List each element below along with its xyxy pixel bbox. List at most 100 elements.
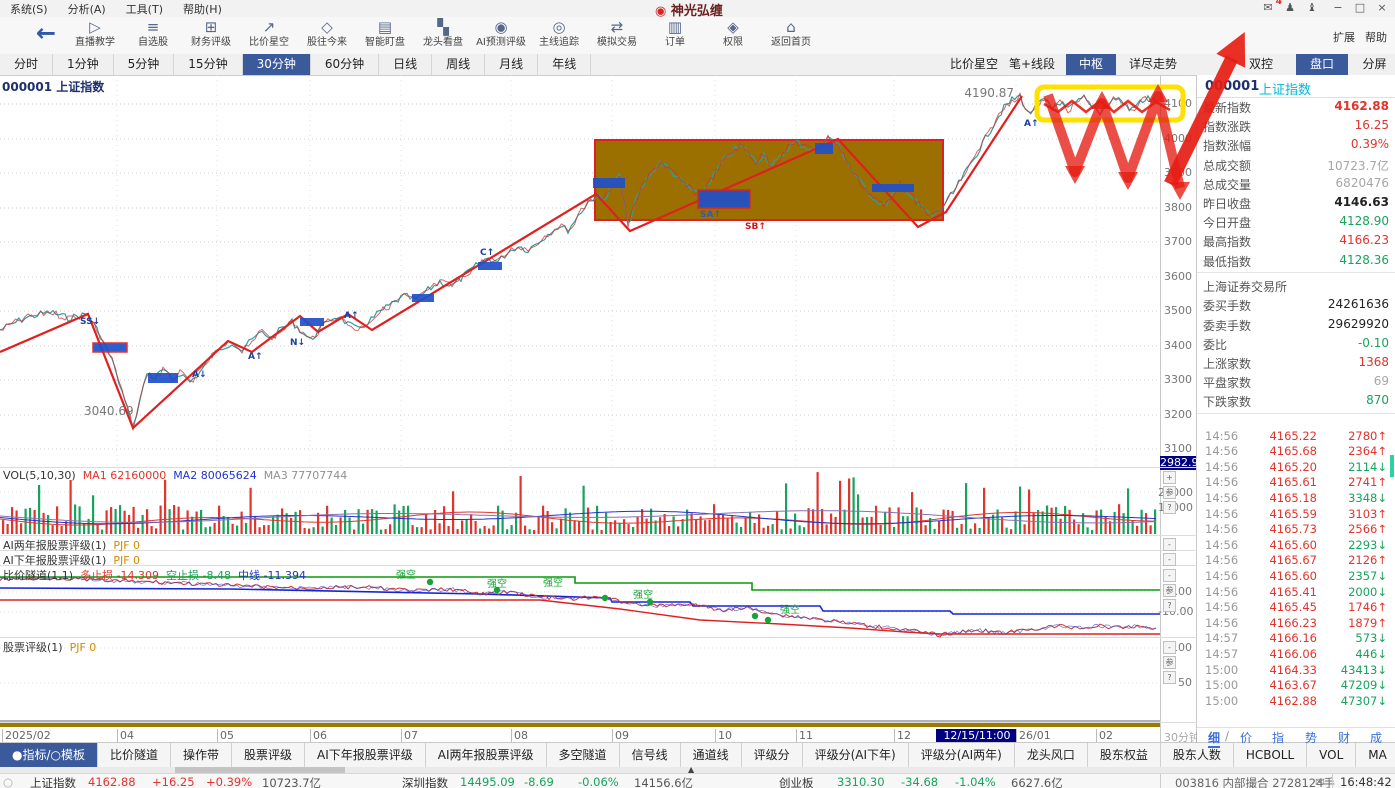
tick-row[interactable]: 14:56 4165.59 3103↑ — [1197, 507, 1395, 523]
mode-tab-盘口[interactable]: 盘口 — [1296, 54, 1348, 75]
toolbar-button-智能盯盘[interactable]: ▤ 智能盯盘 — [356, 18, 414, 49]
mode-tab-中枢[interactable]: 中枢 — [1066, 54, 1116, 75]
toolbar-button-主线追踪[interactable]: ◎ 主线追踪 — [530, 18, 588, 49]
toolbar-button-AI预测评级[interactable]: ◉ AI预测评级 — [472, 18, 530, 49]
indicator-tab-VOL[interactable]: VOL — [1307, 743, 1357, 768]
period-tab-年线[interactable]: 年线 — [538, 54, 592, 75]
indicator-tab-股东人数[interactable]: 股东人数 — [1161, 743, 1234, 768]
tick-row[interactable]: 14:56 4166.23 1879↑ — [1197, 616, 1395, 632]
tick-row[interactable]: 14:56 4165.61 2741↑ — [1197, 475, 1395, 491]
indicator-tab-评级分(AI下年)[interactable]: 评级分(AI下年) — [803, 743, 909, 768]
period-tab-15分钟[interactable]: 15分钟 — [174, 54, 243, 75]
toolbar-button-直播教学[interactable]: ▷ 直播教学 — [66, 18, 124, 49]
indicator-tab-信号线[interactable]: 信号线 — [620, 743, 681, 768]
toolbar-button-权限[interactable]: ◈ 权限 — [704, 18, 762, 49]
pane-button--[interactable]: - — [1163, 641, 1176, 654]
user-icon[interactable]: ♟ — [1285, 1, 1295, 14]
status-mail-icon[interactable]: ✉ — [1315, 775, 1325, 788]
panel-tab-细[interactable]: 细 — [1208, 729, 1221, 748]
back-button[interactable]: ← — [36, 19, 57, 47]
period-tab-日线[interactable]: 日线 — [379, 54, 433, 75]
toolbar-link-扩展[interactable]: 扩展 — [1333, 31, 1355, 44]
tick-row[interactable]: 14:57 4166.06 446↓ — [1197, 647, 1395, 663]
tick-row[interactable]: 14:56 4165.22 2780↑ — [1197, 429, 1395, 445]
tick-row[interactable]: 14:56 4165.60 2293↓ — [1197, 538, 1395, 554]
mode-tab-双控[interactable]: 双控 — [1248, 57, 1273, 71]
period-tab-月线[interactable]: 月线 — [485, 54, 539, 75]
tick-row[interactable]: 15:00 4164.33 43413↓ — [1197, 663, 1395, 679]
close-button[interactable]: × — [1377, 1, 1387, 14]
tick-row[interactable]: 14:56 4165.18 3348↓ — [1197, 491, 1395, 507]
pane-button-参[interactable]: 参 — [1163, 656, 1176, 669]
indicator-tab-通道线[interactable]: 通道线 — [681, 743, 742, 768]
pane-button-?[interactable]: ? — [1163, 599, 1176, 612]
mode-tab-详尽走势[interactable]: 详尽走势 — [1128, 57, 1177, 71]
tick-row[interactable]: 14:56 4165.67 2126↑ — [1197, 553, 1395, 569]
indicator-tab-股票评级[interactable]: 股票评级 — [232, 743, 306, 768]
indicator-tab-HCBOLL[interactable]: HCBOLL — [1234, 743, 1308, 768]
service-icon[interactable]: ♝ — [1307, 1, 1317, 14]
pane-button--[interactable]: - — [1163, 553, 1176, 566]
toolbar-button-自选股[interactable]: ≡ 自选股 — [124, 18, 182, 49]
panel-tab-价[interactable]: 价 — [1240, 731, 1253, 745]
pane-button-?[interactable]: ? — [1163, 671, 1176, 684]
tick-row[interactable]: 14:56 4165.41 2000↓ — [1197, 585, 1395, 601]
main-chart[interactable]: 4190.873040.69SS↓A↓A↑N↓A↑C↑A↑SA↑SB↑强空强空强… — [0, 75, 1197, 742]
pane-button-?[interactable]: ? — [1163, 501, 1176, 514]
mode-tab-分屏[interactable]: 分屏 — [1362, 57, 1387, 71]
period-tab-1分钟[interactable]: 1分钟 — [53, 54, 114, 75]
tick-row[interactable]: 14:56 4165.68 2364↑ — [1197, 444, 1395, 460]
indicator-tab-龙头风口[interactable]: 龙头风口 — [1015, 743, 1088, 768]
period-tab-分时[interactable]: 分时 — [0, 54, 54, 75]
mode-tab-笔+线段[interactable]: 笔+线段 — [1008, 57, 1056, 71]
panel-tab-指[interactable]: 指 — [1272, 731, 1285, 745]
menu-工具(T)[interactable]: 工具(T) — [125, 3, 163, 16]
pane-button-参[interactable]: 参 — [1163, 584, 1176, 597]
period-tab-周线[interactable]: 周线 — [432, 54, 486, 75]
period-tab-60分钟[interactable]: 60分钟 — [311, 54, 380, 75]
restore-button[interactable]: □ — [1354, 1, 1366, 14]
indicator-tab-股东权益[interactable]: 股东权益 — [1088, 743, 1161, 768]
period-tab-30分钟[interactable]: 30分钟 — [242, 54, 311, 75]
period-tab-5分钟[interactable]: 5分钟 — [114, 54, 175, 75]
toolbar-button-股往今来[interactable]: ◇ 股往今来 — [298, 18, 356, 49]
indicator-tab-●指标/○模板[interactable]: ●指标/○模板 — [0, 743, 98, 768]
panel-tab-财[interactable]: 财 — [1338, 731, 1351, 745]
toolbar-link-帮助[interactable]: 帮助 — [1365, 31, 1387, 44]
tick-row[interactable]: 14:56 4165.45 1746↑ — [1197, 600, 1395, 616]
menu-帮助(H)[interactable]: 帮助(H) — [183, 3, 222, 16]
indicator-tab-比价隧道[interactable]: 比价隧道 — [98, 743, 172, 768]
indicator-tab-MA[interactable]: MA — [1356, 743, 1395, 768]
toolbar-button-模拟交易[interactable]: ⇄ 模拟交易 — [588, 18, 646, 49]
panel-tab-势[interactable]: 势 — [1305, 731, 1318, 745]
toolbar-button-财务评级[interactable]: ⊞ 财务评级 — [182, 18, 240, 49]
toolbar-button-返回首页[interactable]: ⌂ 返回首页 — [762, 18, 820, 49]
tick-row[interactable]: 15:00 4163.67 47209↓ — [1197, 678, 1395, 694]
tick-row[interactable]: 14:56 4165.20 2114↓ — [1197, 460, 1395, 476]
tick-row[interactable]: 14:56 4165.73 2566↑ — [1197, 522, 1395, 538]
toolbar-button-比价星空[interactable]: ↗ 比价星空 — [240, 18, 298, 49]
tick-row[interactable]: 14:57 4166.16 573↓ — [1197, 631, 1395, 647]
minimize-button[interactable]: − — [1333, 1, 1343, 14]
indicator-tab-评级分[interactable]: 评级分 — [742, 743, 803, 768]
mode-tab-比价星空[interactable]: 比价星空 — [949, 57, 998, 71]
pane-button--[interactable]: - — [1163, 569, 1176, 582]
pane-button-+[interactable]: + — [1163, 471, 1176, 484]
indicator-tab-AI下年报股票评级[interactable]: AI下年报股票评级 — [305, 743, 426, 768]
indicator-tab-操作带[interactable]: 操作带 — [171, 743, 233, 768]
indicator-tab-评级分(AI两年)[interactable]: 评级分(AI两年) — [909, 743, 1015, 768]
indicator-tab-多空隧道[interactable]: 多空隧道 — [547, 743, 620, 768]
mail-icon[interactable]: ✉ 4 — [1259, 0, 1282, 14]
menu-系统(S)[interactable]: 系统(S) — [10, 3, 48, 16]
bottom-scrollbar[interactable] — [0, 767, 1395, 773]
toolbar-button-订单[interactable]: ▥ 订单 — [646, 18, 704, 49]
tick-row[interactable]: 14:56 4165.60 2357↓ — [1197, 569, 1395, 585]
chart-hscrollbar[interactable] — [0, 723, 1160, 727]
panel-tab-成[interactable]: 成 — [1370, 731, 1383, 745]
menu-分析(A)[interactable]: 分析(A) — [67, 3, 106, 16]
pane-button--[interactable]: - — [1163, 538, 1176, 551]
tab-expand-arrow[interactable]: ▲ — [688, 765, 695, 774]
bottom-scrollbar-thumb[interactable] — [175, 767, 345, 773]
panel-scrollbar-thumb[interactable] — [1390, 455, 1394, 477]
toolbar-button-龙头看盘[interactable]: ▚ 龙头看盘 — [414, 18, 472, 49]
